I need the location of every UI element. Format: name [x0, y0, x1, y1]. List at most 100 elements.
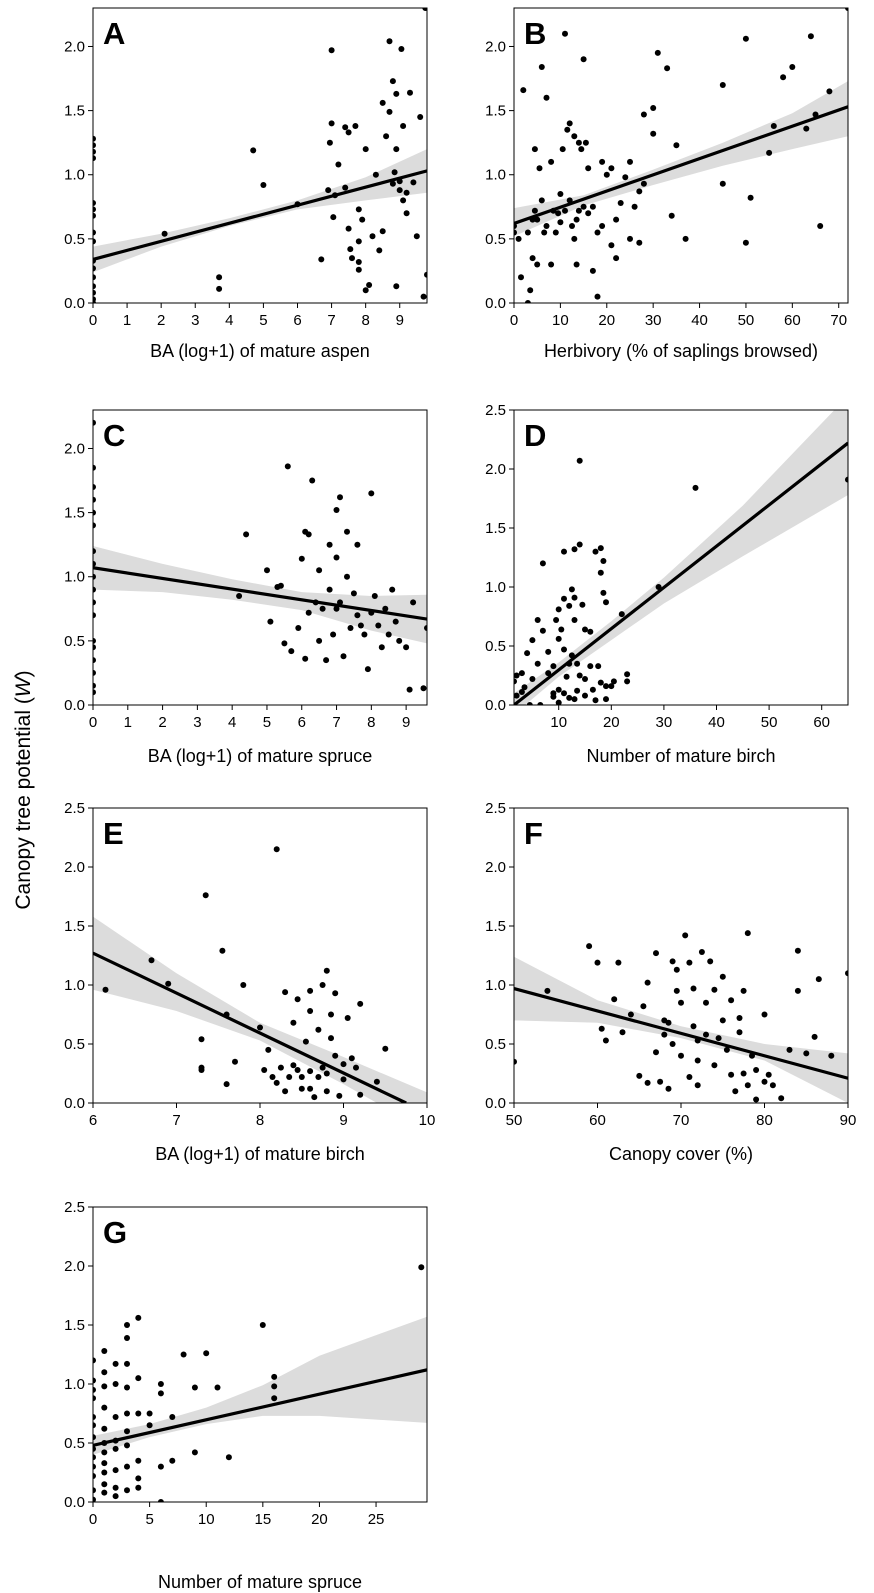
data-point: [753, 1067, 760, 1073]
data-point: [202, 892, 209, 899]
plot-area: [93, 8, 427, 303]
data-point: [524, 229, 531, 236]
data-point: [769, 1082, 776, 1089]
data-point: [101, 1449, 108, 1456]
data-point: [102, 986, 109, 993]
data-point: [93, 1454, 96, 1461]
data-point: [753, 1096, 760, 1103]
data-point: [157, 1499, 164, 1502]
confidence-band: [93, 149, 427, 273]
data-point: [191, 1384, 198, 1391]
data-point: [543, 94, 550, 101]
data-point: [269, 1074, 276, 1080]
data-point: [669, 1041, 676, 1047]
data-point: [93, 573, 96, 580]
data-point: [703, 999, 709, 1006]
data-point: [271, 1383, 278, 1390]
x-axis-title: BA (log+1) of mature aspen: [150, 341, 370, 361]
data-point: [93, 229, 96, 236]
x-axis-title: Number of mature birch: [586, 746, 775, 766]
data-point: [690, 1023, 697, 1030]
data-point: [361, 631, 368, 638]
data-point: [101, 1383, 108, 1390]
panel-letter: C: [103, 418, 125, 453]
data-point: [682, 932, 689, 939]
data-point: [307, 1068, 314, 1075]
data-point: [93, 669, 96, 676]
data-point: [555, 699, 562, 705]
y-tick-label: 1.0: [485, 977, 506, 994]
data-point: [514, 692, 520, 699]
data-point: [161, 230, 168, 237]
data-point: [216, 274, 223, 281]
data-point: [382, 605, 389, 612]
data-point: [328, 1011, 334, 1018]
data-point: [198, 1064, 205, 1071]
data-point: [335, 161, 342, 168]
data-point: [719, 180, 726, 187]
panel-c: 0 1 2 3 4 5 6 7 8 9 0.0 0.5 1.0 1.5 2.0 C BA (log+1) of …: [64, 409, 428, 766]
data-point: [640, 111, 647, 118]
data-point: [539, 560, 546, 567]
y-tick-label: 0.0: [64, 295, 85, 312]
data-point: [375, 622, 382, 629]
data-point: [571, 594, 578, 601]
data-point: [282, 989, 289, 996]
data-point: [323, 1070, 330, 1077]
data-point: [325, 187, 332, 194]
data-point: [93, 283, 96, 290]
data-point: [534, 261, 541, 268]
y-tick-label: 0.0: [485, 295, 506, 312]
data-point: [573, 216, 580, 223]
data-point: [610, 678, 617, 685]
data-point: [93, 1445, 96, 1452]
plot-area: [514, 8, 848, 303]
x-tick-label: 0: [89, 714, 97, 731]
data-points: [514, 457, 848, 705]
data-point: [557, 219, 564, 226]
data-point: [336, 1092, 343, 1099]
data-point: [400, 197, 407, 204]
data-point: [579, 601, 586, 608]
data-points: [93, 8, 427, 303]
data-point: [93, 1473, 96, 1479]
data-point: [157, 1463, 164, 1470]
data-point: [587, 663, 594, 670]
data-point: [595, 663, 602, 670]
data-point: [157, 1390, 164, 1397]
y-tick-label: 1.0: [485, 579, 506, 596]
data-point: [678, 1052, 684, 1059]
y-tick-label: 2.0: [64, 440, 85, 457]
data-point: [124, 1335, 130, 1341]
data-point: [585, 165, 592, 172]
data-point: [214, 1384, 221, 1391]
y-tick-label: 1.5: [64, 103, 85, 120]
data-point: [93, 644, 96, 651]
y-tick-label: 1.5: [64, 918, 85, 935]
data-point: [406, 686, 413, 693]
data-point: [311, 1094, 318, 1101]
data-point: [599, 158, 606, 165]
x-tick-label: 60: [589, 1112, 606, 1129]
data-point: [284, 463, 291, 470]
x-tick-label: 1: [123, 312, 131, 329]
data-point: [332, 990, 339, 997]
data-point: [347, 246, 354, 253]
data-point: [294, 996, 301, 1003]
y-tick-label: 2.5: [64, 1199, 85, 1216]
data-point: [101, 1425, 108, 1432]
data-point: [398, 46, 405, 52]
data-point: [383, 133, 390, 140]
data-point: [719, 82, 726, 88]
data-point: [619, 1029, 626, 1036]
data-point: [357, 622, 364, 629]
data-point: [747, 194, 754, 201]
data-point: [169, 1414, 176, 1420]
data-points: [514, 930, 848, 1103]
data-points: [102, 846, 389, 1101]
data-point: [286, 1074, 293, 1080]
data-point: [135, 1475, 142, 1482]
data-point: [290, 1019, 297, 1026]
data-point: [561, 646, 567, 653]
data-point: [264, 567, 270, 574]
